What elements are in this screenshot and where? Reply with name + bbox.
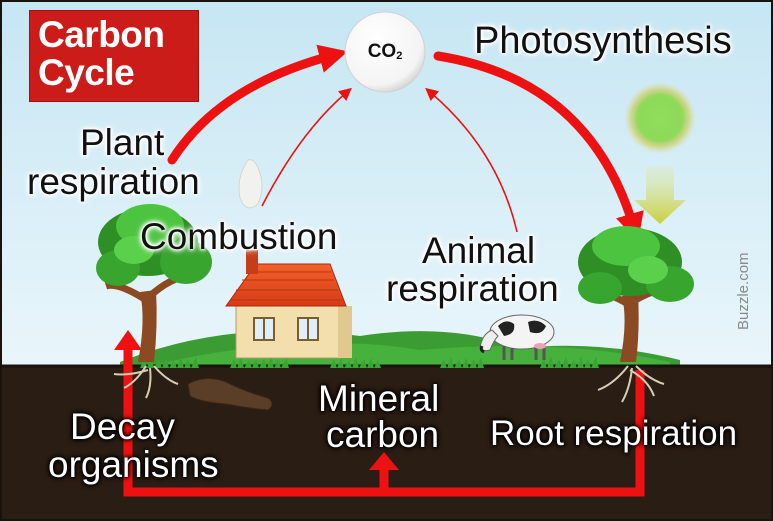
root-respiration-label: Root respiration [490,414,738,453]
photosynthesis-arrow [433,51,644,242]
plant-respiration-label-line-2: respiration [27,161,200,202]
mineral-carbon-label-line-1: Mineral [318,378,440,419]
co2-label: CO 2 [344,22,426,82]
sunlight-arrow-icon [634,166,686,224]
co2-bubble [344,11,426,93]
right-tree-icon [578,226,694,403]
combustion-arrow [261,87,352,207]
animal-respiration-label-line-2: respiration [386,268,559,309]
diagram-title: Carbon Cycle [38,16,198,92]
smoke-icon [238,159,263,209]
co2-main-text: CO [367,41,397,62]
photosynthesis-label: Photosynthesis [474,20,732,62]
plant-respiration-arrow [167,44,348,165]
decay-organisms-label-line-2: organisms [48,444,219,485]
title-line-1: Carbon [38,14,165,55]
mineral-carbon-label-line-2: carbon [326,414,440,455]
plant-respiration-label-line-1: Plant [80,122,165,163]
watermark-text: Buzzle.com [735,252,752,330]
left-tree-icon [96,204,212,399]
cow-icon [479,314,555,360]
house-icon [225,250,352,359]
decaying-log-icon [187,378,273,411]
animal-respiration-label-line-1: Animal [422,230,536,271]
title-box [29,10,199,102]
title-line-2: Cycle [38,52,135,93]
combustion-label: Combustion [140,216,338,257]
co2-subscript: 2 [396,50,403,62]
decay-organisms-label-line-1: Decay [70,406,175,447]
animal-respiration-arrow [425,87,518,233]
